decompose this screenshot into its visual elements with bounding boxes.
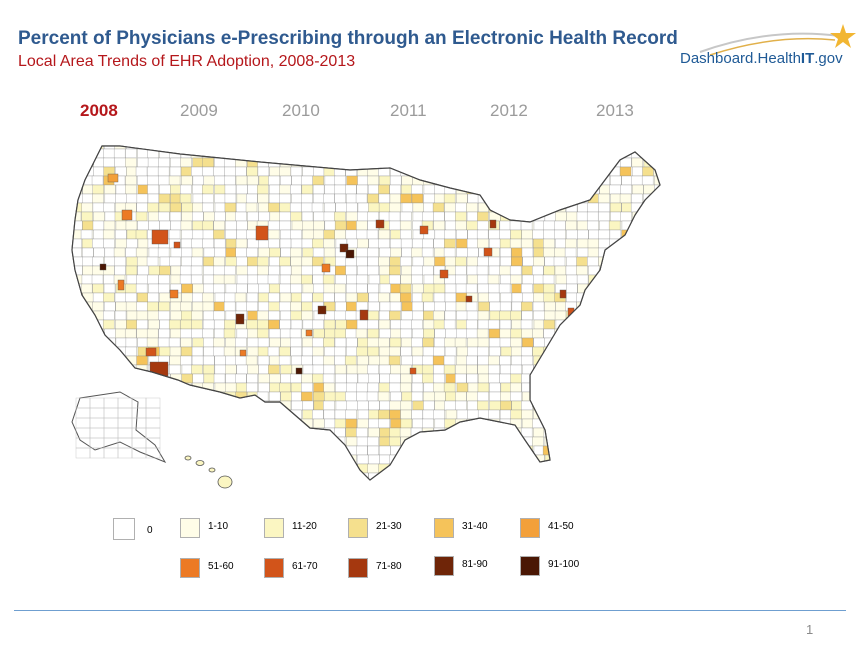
logo-text: Dashboard.HealthIT.gov xyxy=(680,50,843,67)
year-tab-2011[interactable]: 2011 xyxy=(390,101,427,120)
swoosh-star-icon xyxy=(699,24,856,56)
us-county-map xyxy=(71,145,661,489)
legend-swatch xyxy=(434,518,454,538)
year-tab-2010[interactable]: 2010 xyxy=(282,101,320,120)
legend-swatch xyxy=(520,518,540,538)
year-tab-2012[interactable]: 2012 xyxy=(490,101,528,120)
page-title: Percent of Physicians e-Prescribing thro… xyxy=(18,28,678,49)
legend-swatch xyxy=(264,518,284,538)
page-number: 1 xyxy=(806,622,814,637)
legend-swatch xyxy=(434,556,454,576)
year-selector: 2008 2009 2010 2011 2012 2013 xyxy=(0,101,866,125)
dashboard-logo[interactable]: Dashboard.HealthIT.gov xyxy=(680,22,860,77)
legend-swatch xyxy=(113,518,135,540)
year-tab-2009[interactable]: 2009 xyxy=(180,101,218,120)
year-tab-2013[interactable]: 2013 xyxy=(596,101,634,120)
page-subtitle: Local Area Trends of EHR Adoption, 2008-… xyxy=(18,53,356,70)
year-tab-2008[interactable]: 2008 xyxy=(80,101,118,120)
legend-swatch xyxy=(348,558,368,578)
legend-swatch xyxy=(180,558,200,578)
legend-swatch xyxy=(520,556,540,576)
legend-swatch xyxy=(264,558,284,578)
hawaii-outline xyxy=(184,455,233,489)
footer-divider xyxy=(14,610,846,611)
legend-swatch xyxy=(348,518,368,538)
alaska-outline xyxy=(71,391,167,464)
legend-swatch xyxy=(180,518,200,538)
